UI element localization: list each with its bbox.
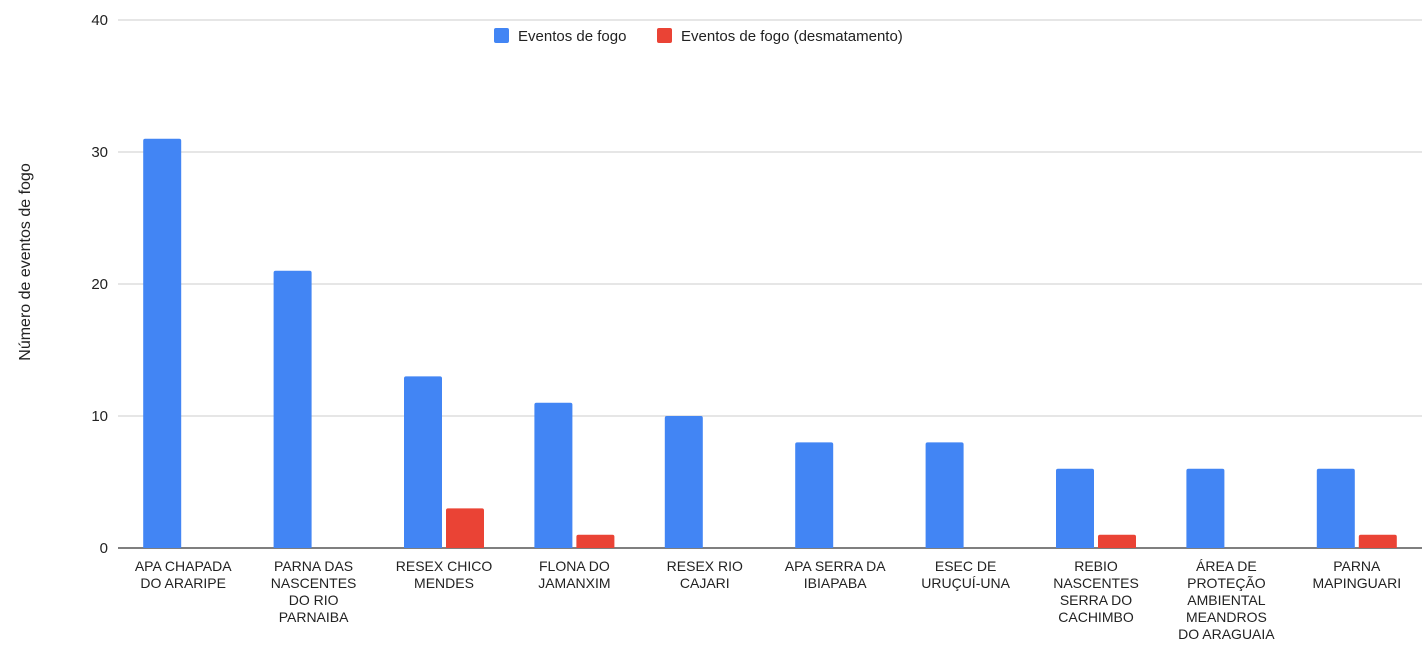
legend-swatch	[494, 28, 509, 43]
y-tick-label: 30	[91, 144, 108, 161]
bar-eventos-desmatamento	[1098, 534, 1136, 548]
bar-eventos-de-fogo	[664, 416, 703, 548]
legend-label: Eventos de fogo	[518, 28, 626, 45]
y-tick-label: 10	[91, 408, 108, 425]
bar-eventos-desmatamento	[576, 534, 615, 548]
legend: Eventos de fogo Eventos de fogo (desmatam…	[494, 28, 903, 45]
legend-swatch	[657, 28, 672, 43]
bar-eventos-de-fogo	[1186, 468, 1225, 548]
bar-eventos-de-fogo	[1316, 468, 1355, 548]
legend-eventos-de-fogo: Eventos de fogo	[494, 28, 626, 45]
bars	[143, 138, 1397, 549]
bar-eventos-de-fogo	[925, 442, 964, 548]
x-tick-label: FLONA DO JAMANXIM	[538, 558, 610, 591]
x-tick-label: ESEC DE URUÇUÍ-UNA	[921, 558, 1010, 591]
bar-eventos-de-fogo	[404, 376, 442, 548]
x-tick-label: PARNA MAPINGUARI	[1312, 558, 1401, 591]
bar-eventos-de-fogo	[795, 442, 834, 548]
legend-label: Eventos de fogo (desmatamento)	[681, 28, 903, 45]
bar-eventos-desmatamento	[446, 508, 484, 548]
y-axis-ticks: 0 10 20 30 40	[91, 12, 108, 557]
x-tick-label: APA SERRA DA IBIAPABA	[785, 558, 887, 591]
x-tick-label: RESEX RIO CAJARI	[667, 558, 743, 591]
bar-eventos-de-fogo	[1056, 468, 1094, 548]
legend-eventos-desmatamento: Eventos de fogo (desmatamento)	[657, 28, 903, 45]
y-axis-title: Número de eventos de fogo	[17, 163, 34, 361]
gridlines	[118, 19, 1422, 549]
x-tick-label: PARNA DAS NASCENTES DO RIO PARNAIBA	[271, 558, 357, 625]
bar-eventos-de-fogo	[534, 402, 573, 548]
y-tick-label: 0	[100, 540, 108, 557]
y-tick-label: 40	[91, 12, 108, 29]
bar-eventos-de-fogo	[143, 138, 182, 549]
bar-eventos-desmatamento	[1358, 534, 1397, 548]
x-tick-label: ÁREA DE PROTEÇÃO AMBIENTAL MEANDROS DO ARAGU…	[1178, 558, 1275, 642]
x-axis-labels: APA CHAPADA DO ARARIPE PARNA DAS NASCENTES D…	[135, 558, 1401, 642]
y-tick-label: 20	[91, 276, 108, 293]
x-tick-label: REBIO NASCENTES SERRA DO CACHIMBO	[1053, 558, 1139, 625]
x-tick-label: APA CHAPADA DO ARARIPE	[135, 558, 232, 591]
x-tick-label: RESEX CHICO MENDES	[396, 558, 493, 591]
bar-eventos-de-fogo	[273, 270, 312, 548]
